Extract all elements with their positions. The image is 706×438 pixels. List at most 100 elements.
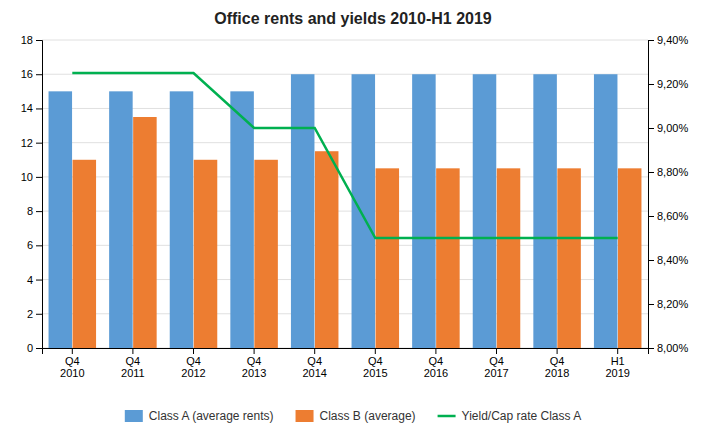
- tick-label: Q42014: [302, 355, 326, 380]
- tick: 16: [21, 68, 42, 80]
- tick: H12019: [605, 348, 629, 379]
- tick-label: 8,40%: [657, 254, 688, 266]
- tick-mark: [435, 348, 436, 354]
- tick-mark: [648, 40, 654, 41]
- tick-label: Q42018: [545, 355, 569, 380]
- tick-label: Q42011: [121, 355, 145, 380]
- tick-mark: [648, 172, 654, 173]
- grid-line: [42, 176, 648, 177]
- x-axis: Q42010 Q42011 Q42012 Q42013 Q42014 Q42015 Q420…: [43, 348, 649, 379]
- bar: [109, 91, 133, 348]
- tick: Q42011: [121, 348, 145, 379]
- tick-label: 9,00%: [657, 122, 688, 134]
- bar: [49, 91, 73, 348]
- axis-line: [43, 349, 649, 355]
- tick-label: 14: [21, 102, 33, 114]
- tick-mark: [36, 314, 42, 315]
- legend-item: Class B (average): [296, 409, 416, 423]
- grid-line: [42, 279, 648, 280]
- bar: [73, 160, 97, 348]
- tick-label: 2: [27, 308, 33, 320]
- tick-label: 18: [21, 34, 33, 46]
- tick-label: 8,80%: [657, 166, 688, 178]
- tick: 18: [21, 34, 42, 46]
- tick-label: Q42016: [424, 355, 448, 380]
- tick-label: Q42012: [181, 355, 205, 380]
- tick-mark: [36, 74, 42, 75]
- legend-label: Class B (average): [320, 409, 416, 423]
- tick: Q42018: [545, 348, 569, 379]
- bar: [412, 74, 436, 348]
- tick: 6: [27, 239, 42, 251]
- tick-mark: [72, 348, 73, 354]
- tick-mark: [617, 348, 618, 354]
- tick: 9,00%: [648, 122, 688, 134]
- tick-label: 8,20%: [657, 298, 688, 310]
- tick-label: Q42015: [363, 355, 387, 380]
- bar: [497, 168, 521, 348]
- tick: 2: [27, 308, 42, 320]
- grid-line: [42, 313, 648, 314]
- y-axis: 024681012141618: [21, 34, 43, 354]
- legend-swatch: [296, 410, 314, 422]
- grid-line: [42, 211, 648, 212]
- grid: [42, 40, 648, 348]
- tick: 8: [27, 205, 42, 217]
- tick-label: 9,20%: [657, 78, 688, 90]
- tick-mark: [254, 348, 255, 354]
- bar: [473, 74, 497, 348]
- bar: [436, 168, 460, 348]
- tick-mark: [648, 304, 654, 305]
- tick: Q42010: [60, 348, 84, 379]
- tick-label: 0: [27, 342, 33, 354]
- tick-label: Q42017: [484, 355, 508, 380]
- tick-mark: [314, 348, 315, 354]
- tick-label: Q42013: [242, 355, 266, 380]
- tick: 8,80%: [648, 166, 688, 178]
- tick-mark: [375, 348, 376, 354]
- legend-item: Yield/Cap rate Class A: [438, 409, 582, 423]
- tick-mark: [496, 348, 497, 354]
- tick: 8,60%: [648, 210, 688, 222]
- tick-mark: [557, 348, 558, 354]
- tick-mark: [36, 40, 42, 41]
- grid-line: [42, 108, 648, 109]
- chart: Q42010 Q42011 Q42012 Q42013 Q42014 Q42015 Q420…: [0, 0, 706, 438]
- bar: [533, 74, 557, 348]
- title: Office rents and yields 2010-H1 2019: [214, 10, 492, 27]
- tick-mark: [36, 280, 42, 281]
- tick-mark: [648, 84, 654, 85]
- bar: [557, 168, 581, 348]
- tick: 9,20%: [648, 78, 688, 90]
- tick: 8,00%: [648, 342, 688, 354]
- tick: Q42012: [181, 348, 205, 379]
- tick: 9,40%: [648, 34, 688, 46]
- line: [72, 73, 617, 238]
- tick: Q42016: [424, 348, 448, 379]
- tick-mark: [193, 348, 194, 354]
- grid-line: [42, 40, 648, 41]
- bar-series: [49, 74, 618, 348]
- tick-label: 9,40%: [657, 34, 688, 46]
- axis-line: [36, 41, 43, 349]
- tick-label: H12019: [605, 355, 629, 380]
- tick-mark: [648, 348, 654, 349]
- legend-label: Yield/Cap rate Class A: [462, 409, 582, 423]
- bar: [230, 91, 254, 348]
- tick-mark: [648, 260, 654, 261]
- grid-line: [42, 245, 648, 246]
- grid-line: [42, 142, 648, 143]
- tick: 8,20%: [648, 298, 688, 310]
- tick-label: Q42010: [60, 355, 84, 380]
- bar: [376, 168, 400, 348]
- tick: Q42015: [363, 348, 387, 379]
- legend: Class A (average rents)Class B (average)…: [125, 409, 581, 423]
- bar: [170, 91, 194, 348]
- tick-mark: [36, 348, 42, 349]
- bar: [254, 160, 278, 348]
- tick-mark: [36, 245, 42, 246]
- tick-label: 16: [21, 68, 33, 80]
- marks: [49, 73, 642, 348]
- tick-label: 8,60%: [657, 210, 688, 222]
- tick: Q42014: [302, 348, 326, 379]
